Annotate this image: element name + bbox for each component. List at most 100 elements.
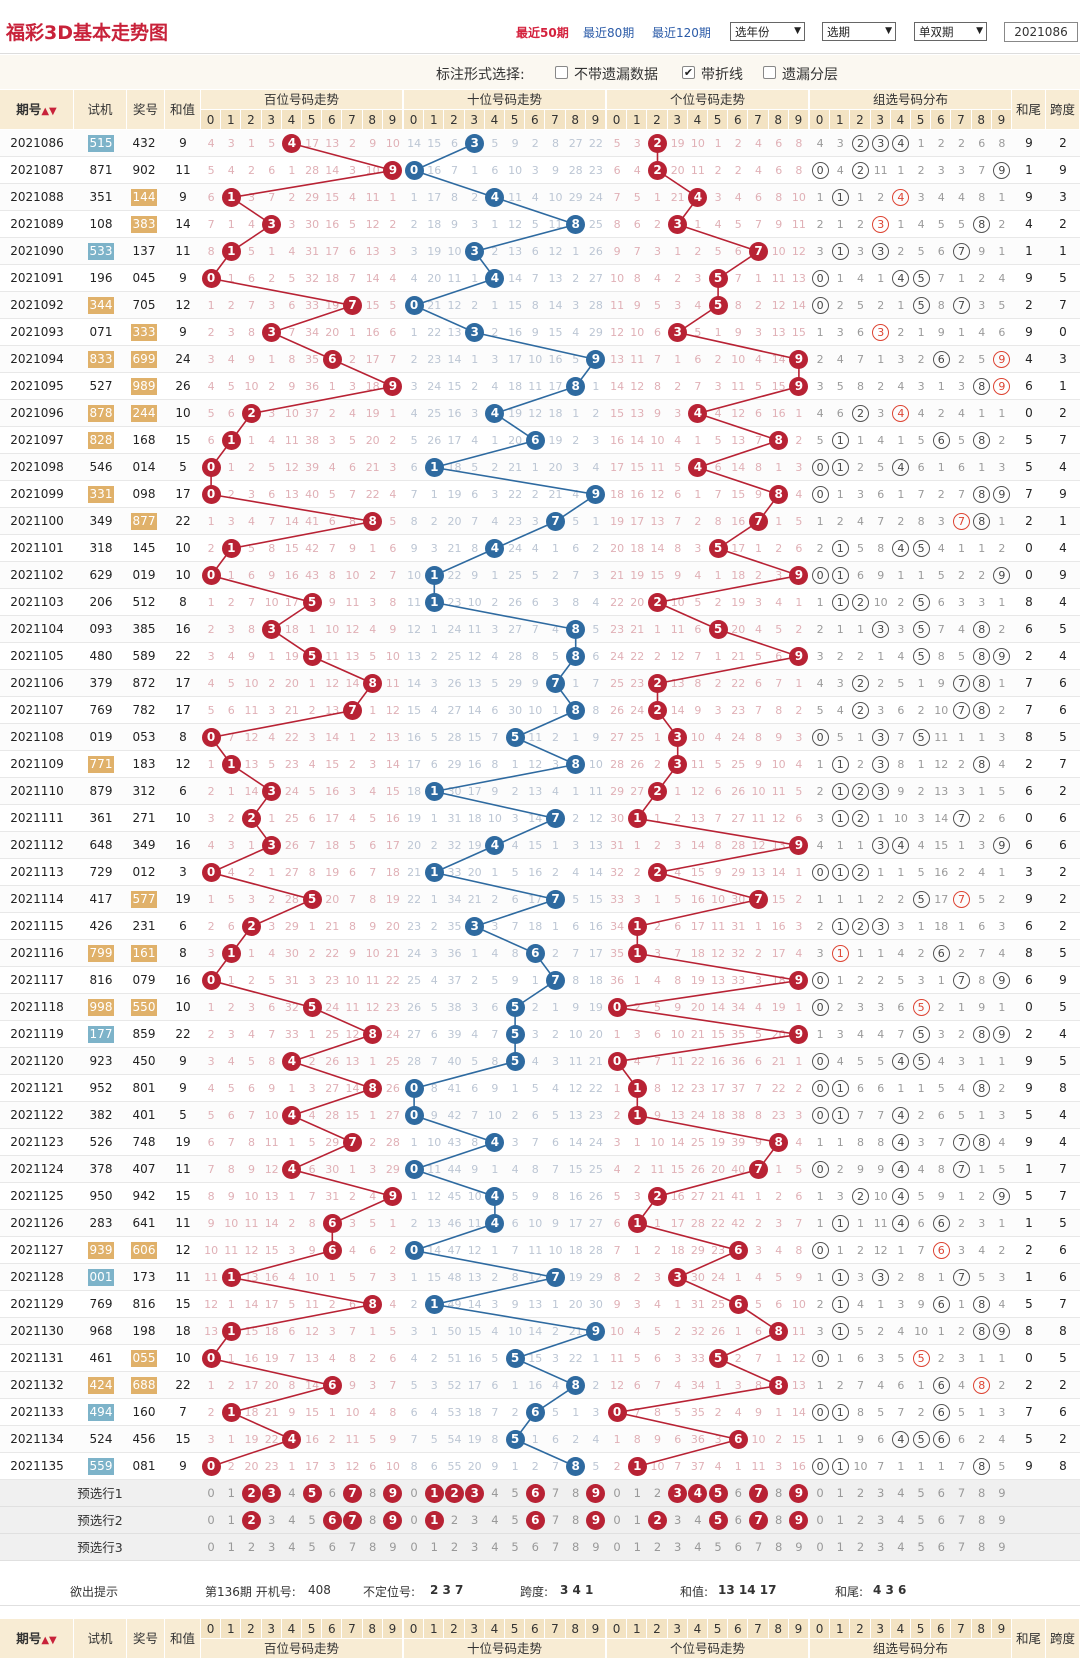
year-select[interactable]: 选年份 ▼ (730, 22, 805, 41)
preselect-digit[interactable]: 6 (734, 1486, 742, 1500)
preselect-digit[interactable]: 8 (775, 1513, 783, 1527)
preselect-digit[interactable]: 3 (877, 1486, 885, 1500)
preselect-ball[interactable]: 5 (708, 1484, 728, 1503)
preselect-ball[interactable]: 7 (749, 1484, 768, 1503)
preselect-digit[interactable]: 8 (572, 1486, 580, 1500)
preselect-digit[interactable]: 7 (551, 1540, 560, 1554)
preselect-digit[interactable]: 3 (674, 1540, 682, 1554)
option-layer-label[interactable]: 遗漏分层 (782, 67, 838, 83)
preselect-digit[interactable]: 4 (897, 1540, 905, 1554)
preselect-digit[interactable]: 0 (613, 1540, 621, 1554)
preselect-ball[interactable]: 3 (262, 1484, 282, 1503)
preselect-digit[interactable]: 0 (410, 1540, 418, 1554)
preselect-digit[interactable]: 1 (430, 1540, 438, 1554)
preselect-digit[interactable]: 2 (247, 1540, 256, 1554)
preselect-digit[interactable]: 8 (369, 1513, 377, 1527)
preselect-digit[interactable]: 1 (633, 1513, 641, 1527)
preselect-digit[interactable]: 8 (978, 1513, 986, 1527)
preselect-ball[interactable]: 1 (424, 1511, 444, 1530)
preselect-ball[interactable]: 9 (383, 1484, 403, 1503)
preselect-digit[interactable]: 4 (288, 1513, 296, 1527)
preselect-ball[interactable]: 9 (789, 1484, 809, 1503)
preselect-digit[interactable]: 6 (937, 1513, 945, 1527)
preselect-digit[interactable]: 5 (917, 1540, 925, 1554)
preselect-digit[interactable]: 2 (856, 1513, 865, 1527)
preselect-ball[interactable]: 9 (586, 1511, 606, 1530)
preselect-digit[interactable]: 0 (816, 1486, 824, 1500)
preselect-digit[interactable]: 1 (836, 1540, 844, 1554)
preselect-digit[interactable]: 2 (653, 1540, 662, 1554)
preselect-digit[interactable]: 8 (572, 1513, 580, 1527)
checkbox-line[interactable]: ✔ (682, 66, 695, 79)
preselect-digit[interactable]: 4 (694, 1540, 702, 1554)
preselect-digit[interactable]: 1 (836, 1513, 844, 1527)
preselect-digit[interactable]: 5 (917, 1513, 925, 1527)
preselect-digit[interactable]: 3 (877, 1540, 885, 1554)
preselect-digit[interactable]: 5 (714, 1540, 722, 1554)
preselect-digit[interactable]: 3 (268, 1540, 276, 1554)
preselect-digit[interactable]: 4 (491, 1513, 499, 1527)
preselect-digit[interactable]: 0 (816, 1540, 824, 1554)
preselect-digit[interactable]: 9 (795, 1540, 803, 1554)
preselect-digit[interactable]: 0 (207, 1513, 215, 1527)
preselect-digit[interactable]: 8 (775, 1540, 783, 1554)
sort-icon[interactable]: ▲▼ (41, 1635, 57, 1646)
preselect-digit[interactable]: 6 (734, 1513, 742, 1527)
preselect-digit[interactable]: 3 (877, 1513, 885, 1527)
preselect-digit[interactable]: 3 (268, 1513, 276, 1527)
preselect-digit[interactable]: 7 (551, 1486, 560, 1500)
preselect-digit[interactable]: 6 (734, 1540, 742, 1554)
preselect-digit[interactable]: 0 (816, 1513, 824, 1527)
preselect-ball[interactable]: 7 (749, 1511, 768, 1530)
option-line-label[interactable]: 带折线 (701, 67, 743, 83)
preselect-digit[interactable]: 9 (998, 1540, 1006, 1554)
issue-input[interactable]: 2021086 (1004, 22, 1078, 42)
preselect-ball[interactable]: 7 (343, 1484, 362, 1503)
preselect-digit[interactable]: 0 (410, 1513, 418, 1527)
preselect-ball[interactable]: 6 (322, 1511, 342, 1530)
preselect-digit[interactable]: 4 (897, 1486, 905, 1500)
preselect-digit[interactable]: 7 (754, 1540, 763, 1554)
preselect-digit[interactable]: 7 (957, 1486, 966, 1500)
preselect-ball[interactable]: 6 (525, 1511, 545, 1530)
preselect-ball[interactable]: 9 (383, 1511, 403, 1530)
preselect-digit[interactable]: 1 (633, 1540, 641, 1554)
period-80-link[interactable]: 最近80期 (583, 26, 635, 40)
preselect-digit[interactable]: 1 (227, 1486, 235, 1500)
preselect-digit[interactable]: 2 (450, 1513, 459, 1527)
preselect-digit[interactable]: 8 (775, 1486, 783, 1500)
preselect-digit[interactable]: 2 (450, 1540, 459, 1554)
preselect-digit[interactable]: 1 (227, 1513, 235, 1527)
preselect-digit[interactable]: 7 (957, 1513, 966, 1527)
preselect-digit[interactable]: 5 (308, 1540, 316, 1554)
preselect-digit[interactable]: 4 (288, 1486, 296, 1500)
preselect-digit[interactable]: 7 (348, 1540, 357, 1554)
preselect-digit[interactable]: 4 (897, 1513, 905, 1527)
checkbox-no-miss[interactable] (555, 66, 568, 79)
preselect-digit[interactable]: 9 (998, 1513, 1006, 1527)
preselect-digit[interactable]: 6 (937, 1540, 945, 1554)
preselect-digit[interactable]: 4 (694, 1513, 702, 1527)
preselect-digit[interactable]: 7 (957, 1540, 966, 1554)
footer-issue-header[interactable]: 期号▲▼ (0, 1619, 74, 1659)
preselect-digit[interactable]: 8 (572, 1540, 580, 1554)
preselect-digit[interactable]: 1 (836, 1486, 844, 1500)
preselect-digit[interactable]: 0 (613, 1486, 621, 1500)
preselect-digit[interactable]: 5 (511, 1513, 519, 1527)
preselect-digit[interactable]: 5 (511, 1486, 519, 1500)
preselect-ball[interactable]: 2 (445, 1484, 464, 1503)
preselect-digit[interactable]: 6 (937, 1486, 945, 1500)
preselect-digit[interactable]: 9 (592, 1540, 600, 1554)
preselect-ball[interactable]: 2 (242, 1484, 261, 1503)
period-50-link[interactable]: 最近50期 (516, 26, 569, 40)
period-120-link[interactable]: 最近120期 (652, 26, 711, 40)
preselect-digit[interactable]: 8 (978, 1540, 986, 1554)
preselect-ball[interactable]: 9 (586, 1484, 606, 1503)
preselect-ball[interactable]: 6 (525, 1484, 545, 1503)
preselect-ball[interactable]: 1 (424, 1484, 444, 1503)
preselect-digit[interactable]: 8 (978, 1486, 986, 1500)
preselect-digit[interactable]: 3 (674, 1513, 682, 1527)
preselect-ball[interactable]: 9 (789, 1511, 809, 1530)
preselect-digit[interactable]: 5 (917, 1486, 925, 1500)
preselect-digit[interactable]: 0 (207, 1486, 215, 1500)
